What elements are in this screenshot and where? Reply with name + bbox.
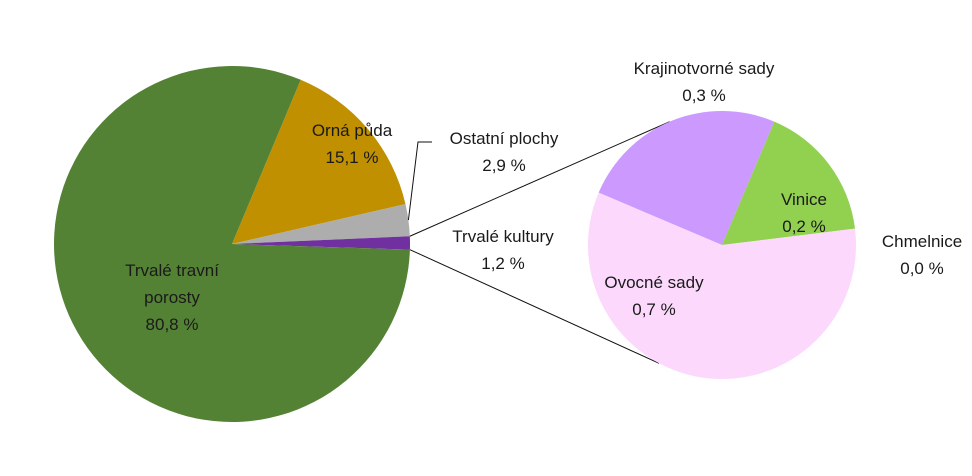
main-slice-orna-puda xyxy=(232,79,406,244)
label-ovocne-sady: Ovocné sady 0,7 % xyxy=(604,273,704,319)
sub-slice-krajinotvorne-sady xyxy=(598,110,775,245)
main-slice-trvale-travni-porosty xyxy=(53,66,410,423)
connector-line-bottom xyxy=(409,249,660,364)
connector-line-top xyxy=(409,121,670,237)
sub-slice-vinice xyxy=(722,121,855,245)
leader-line-ostatni-plochy xyxy=(407,141,432,221)
label-trvale-travni-porosty: Trvalé travní porosty 80,8 % xyxy=(125,261,219,334)
label-chmelnice: Chmelnice 0,0 % xyxy=(882,232,962,278)
label-trvale-kultury: Trvalé kultury 1,2 % xyxy=(452,227,554,273)
label-krajinotvorne-sady: Krajinotvorné sady 0,3 % xyxy=(634,59,775,105)
sub-pie xyxy=(587,110,856,379)
label-ostatni-plochy: Ostatní plochy 2,9 % xyxy=(450,129,559,175)
label-orna-puda: Orná půda 15,1 % xyxy=(312,121,393,167)
data-labels: Orná půda 15,1 % Ostatní plochy 2,9 % Trvalé… xyxy=(125,59,962,334)
main-slice-trvale-kultury xyxy=(232,236,410,250)
connector-lines xyxy=(409,121,670,364)
label-vinice: Vinice 0,2 % xyxy=(781,190,827,236)
main-slice-ostatni-plochy xyxy=(232,204,410,244)
main-pie xyxy=(53,66,410,423)
sub-slice-ovocne-sady xyxy=(587,192,856,379)
